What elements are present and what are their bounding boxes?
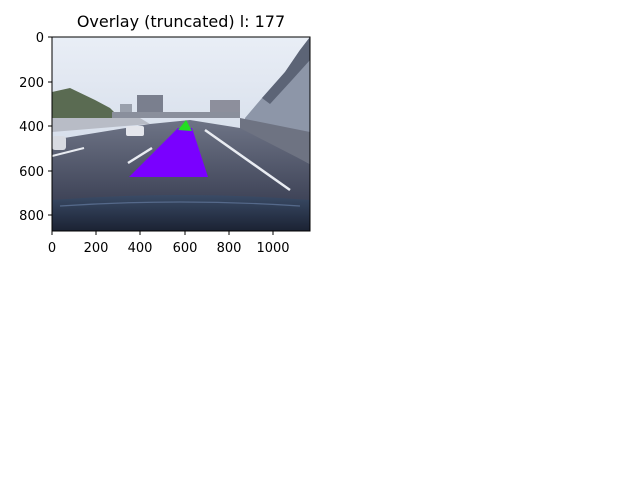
y-tick-label: 0	[36, 31, 44, 46]
y-axis: 0 200 400 600 800	[19, 31, 52, 224]
x-tick-label: 0	[48, 241, 56, 256]
x-tick-label: 200	[84, 241, 109, 256]
x-axis: 0 200 400 600 800 1000	[48, 231, 290, 256]
figure-title: Overlay (truncated) l: 177	[76, 12, 286, 31]
lane-overlay	[129, 128, 208, 177]
y-tick-label: 600	[19, 165, 44, 180]
y-tick-label: 200	[19, 76, 44, 91]
x-tick-label: 1000	[256, 241, 289, 256]
dashcam-photo	[52, 37, 310, 231]
y-tick-label: 800	[19, 209, 44, 224]
x-tick-label: 800	[217, 241, 242, 256]
x-tick-label: 400	[128, 241, 153, 256]
y-tick-label: 400	[19, 120, 44, 135]
vanishing-point-marker	[178, 120, 192, 131]
x-tick-label: 600	[173, 241, 198, 256]
axes-frame	[51, 36, 311, 232]
